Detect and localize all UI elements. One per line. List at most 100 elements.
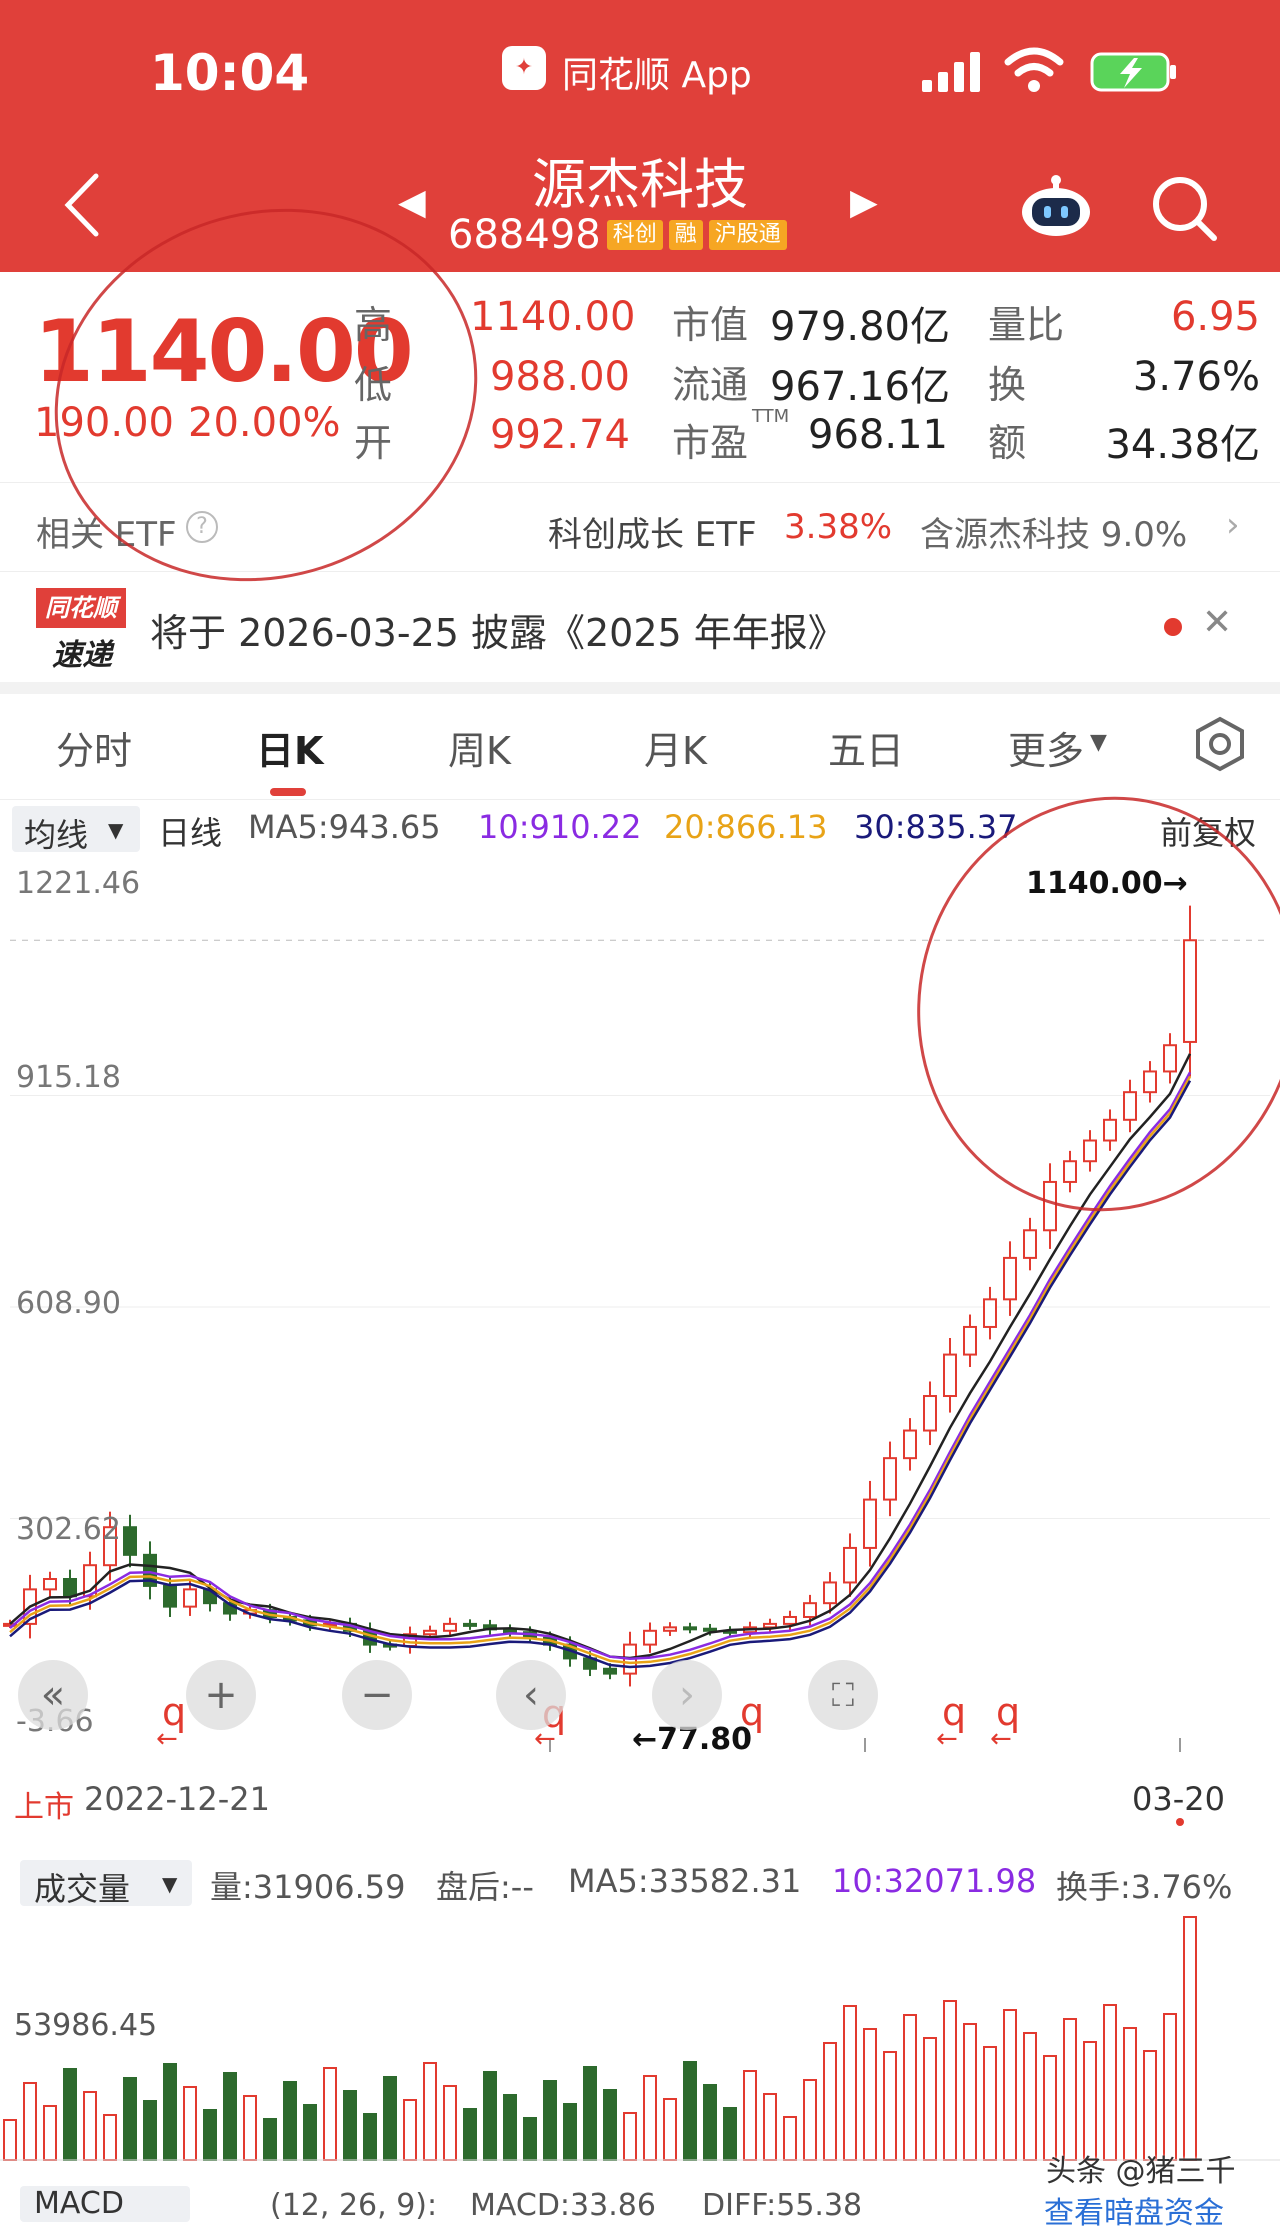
next-stock-icon[interactable]: ▶ bbox=[850, 182, 878, 223]
search-icon[interactable] bbox=[1150, 174, 1220, 248]
start-date: 2022-12-21 bbox=[84, 1780, 270, 1818]
pe-label: 市盈 bbox=[672, 421, 749, 465]
candle bbox=[1083, 1139, 1097, 1163]
volume-bar bbox=[463, 2108, 477, 2161]
listing-tag: 上市 bbox=[14, 1790, 74, 1825]
vol-ratio-value: 6.95 bbox=[1170, 294, 1260, 340]
event-marker[interactable]: q bbox=[162, 1690, 187, 1734]
tab-weekly-k[interactable]: 周K bbox=[448, 729, 511, 773]
price-change: 190.00 bbox=[34, 400, 174, 446]
volume-selector[interactable]: 成交量 ▼ bbox=[20, 1860, 192, 1908]
status-time: 10:04 bbox=[150, 44, 310, 102]
candle bbox=[1103, 1118, 1117, 1142]
last-price: 1140.00 bbox=[34, 302, 414, 402]
notice-logo-bottom: 速递 bbox=[52, 638, 112, 673]
macd-params: (12, 26, 9): bbox=[270, 2188, 438, 2223]
back-icon[interactable] bbox=[60, 170, 104, 244]
tag-kechuang: 科创 bbox=[606, 220, 663, 250]
volume-ma10: 10:32071.98 bbox=[832, 1862, 1037, 1900]
candle bbox=[1143, 1070, 1157, 1094]
volume-bar bbox=[963, 2023, 977, 2161]
candle bbox=[883, 1457, 897, 1501]
zoom-out-button[interactable]: − bbox=[342, 1660, 412, 1730]
open-value: 992.74 bbox=[490, 412, 630, 458]
etf-holding: 含源杰科技 9.0% bbox=[920, 515, 1188, 555]
stock-code: 688498 bbox=[448, 212, 601, 258]
robot-assistant-icon[interactable] bbox=[1018, 172, 1094, 242]
arrow-left-icon: ← bbox=[156, 1724, 178, 1754]
candle bbox=[463, 1622, 477, 1627]
etf-row[interactable]: 相关 ETF ? 科创成长 ETF 3.38% 含源杰科技 9.0% › bbox=[0, 482, 1280, 572]
latest-dot bbox=[1176, 1818, 1184, 1826]
ma-selector[interactable]: 均线 ▼ bbox=[12, 806, 140, 854]
volume-axis-label: 53986.45 bbox=[14, 2008, 158, 2043]
fullscreen-icon[interactable]: ⛶ bbox=[808, 1660, 878, 1730]
tab-daily-k[interactable]: 日K bbox=[256, 729, 324, 773]
ma10-line bbox=[9, 1071, 1192, 1661]
price-change-pct: 20.00% bbox=[188, 400, 341, 446]
candle bbox=[863, 1498, 877, 1549]
candle bbox=[1003, 1256, 1017, 1301]
stock-name: 源杰科技 bbox=[532, 153, 748, 216]
price-axis-2: 915.18 bbox=[16, 1060, 121, 1095]
prev-stock-icon[interactable]: ◀ bbox=[398, 182, 426, 223]
rewind-button[interactable]: « bbox=[18, 1660, 88, 1730]
chart-tabs bbox=[0, 694, 1280, 800]
turnover-value: 3.76% bbox=[1132, 354, 1260, 400]
event-marker[interactable]: q bbox=[740, 1690, 765, 1734]
candlestick-chart[interactable] bbox=[0, 860, 1280, 1760]
low-label: 低 bbox=[354, 363, 393, 407]
close-icon[interactable]: ✕ bbox=[1202, 602, 1233, 643]
etf-name: 科创成长 ETF bbox=[548, 515, 757, 555]
tab-five-day[interactable]: 五日 bbox=[828, 729, 905, 773]
tab-monthly-k[interactable]: 月K bbox=[644, 729, 707, 773]
arrow-left-icon: ← bbox=[936, 1724, 958, 1754]
event-marker[interactable]: q bbox=[996, 1690, 1021, 1734]
float-cap-label: 流通 bbox=[672, 363, 749, 407]
high-label: 高 bbox=[354, 303, 393, 347]
scroll-left-button[interactable]: ‹ bbox=[496, 1660, 566, 1730]
price-axis-1: 1221.46 bbox=[16, 866, 141, 901]
volume-bar bbox=[983, 2046, 997, 2161]
candle bbox=[903, 1429, 917, 1460]
chart-grid bbox=[10, 939, 1270, 1752]
volume-bar bbox=[83, 2091, 97, 2161]
tab-more[interactable]: 更多 bbox=[1008, 729, 1085, 773]
candle bbox=[763, 1622, 777, 1629]
volume-bar bbox=[1063, 2018, 1077, 2161]
candle bbox=[1163, 1044, 1177, 1073]
candle bbox=[603, 1667, 617, 1675]
volume-bar bbox=[863, 2028, 877, 2161]
etf-pct: 3.38% bbox=[784, 507, 893, 547]
candle bbox=[123, 1526, 137, 1556]
volume-bar bbox=[603, 2089, 617, 2161]
zoom-in-button[interactable]: + bbox=[186, 1660, 256, 1730]
macd-selector[interactable]: MACD bbox=[20, 2186, 190, 2222]
volume-selector-label: 成交量 bbox=[34, 1870, 131, 1908]
wifi-icon bbox=[1004, 46, 1064, 98]
adjust-mode[interactable]: 前复权 bbox=[1160, 814, 1257, 852]
tab-intraday[interactable]: 分时 bbox=[56, 729, 133, 773]
volume-bar bbox=[403, 2099, 417, 2161]
volume-value: 量:31906.59 bbox=[210, 1868, 406, 1906]
caret-down-icon: ▼ bbox=[1090, 730, 1107, 755]
volume-bar bbox=[723, 2107, 737, 2161]
dark-pool-link[interactable]: 查看暗盘资金 bbox=[1044, 2196, 1224, 2231]
volume-bar bbox=[183, 2086, 197, 2161]
notice-row[interactable]: 同花顺 速递 将于 2026-03-25 披露《2025 年年报》 ✕ bbox=[0, 572, 1280, 682]
help-icon[interactable]: ? bbox=[186, 511, 218, 543]
ma-lines bbox=[9, 1053, 1192, 1669]
volume-chart[interactable] bbox=[0, 1910, 1280, 2170]
chart-settings-icon[interactable] bbox=[1192, 716, 1248, 776]
volume-bar bbox=[1163, 2013, 1177, 2161]
volume-bar bbox=[1003, 2009, 1017, 2161]
candle bbox=[703, 1627, 717, 1632]
event-marker[interactable]: q bbox=[942, 1690, 967, 1734]
scroll-right-button[interactable]: › bbox=[652, 1660, 722, 1730]
volume-bar bbox=[343, 2090, 357, 2161]
caret-down-icon: ▼ bbox=[162, 1872, 178, 1896]
ma-period: 日线 bbox=[158, 814, 223, 852]
candle bbox=[663, 1626, 677, 1632]
tag-margin: 融 bbox=[668, 220, 703, 250]
candle bbox=[963, 1325, 977, 1356]
